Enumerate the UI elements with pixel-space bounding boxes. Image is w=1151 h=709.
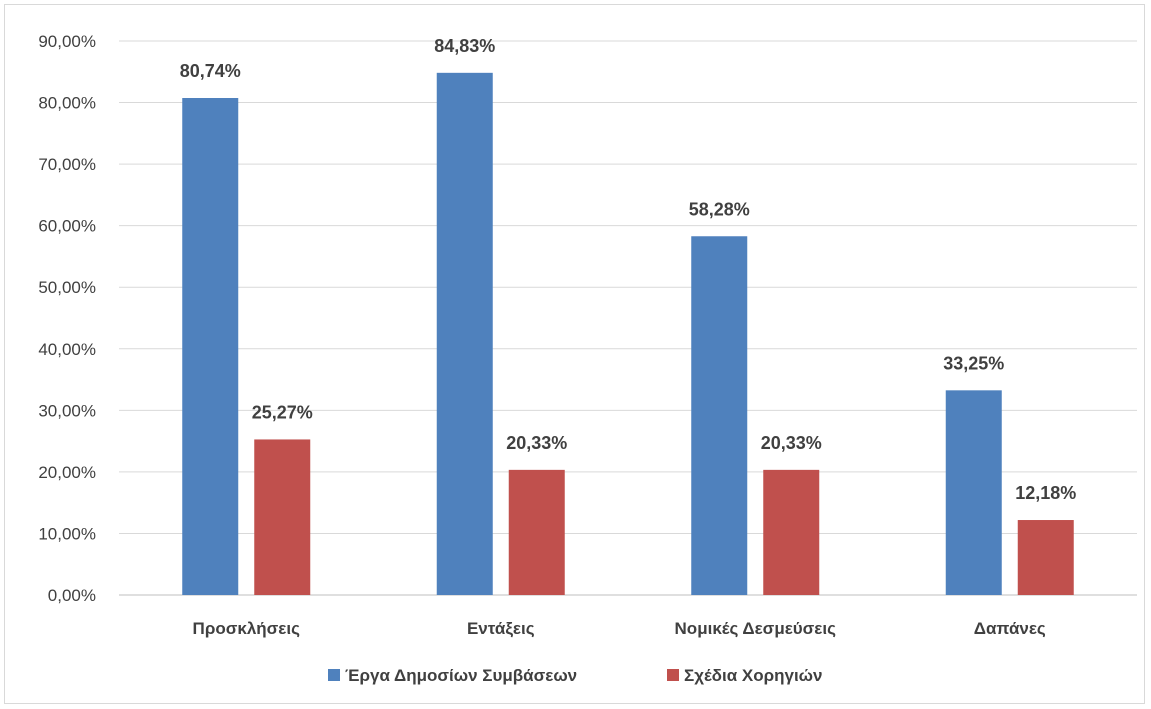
category-label: Νομικές Δεσμεύσεις	[675, 619, 837, 638]
bar	[1017, 520, 1074, 595]
y-tick-label: 60,00%	[38, 217, 96, 236]
y-tick-label: 40,00%	[38, 340, 96, 359]
bar	[254, 439, 311, 595]
data-label: 12,18%	[1015, 483, 1076, 503]
y-tick-label: 80,00%	[38, 94, 96, 113]
data-label: 20,33%	[761, 433, 822, 453]
bar	[691, 236, 748, 596]
bar	[436, 72, 493, 595]
y-tick-label: 10,00%	[38, 524, 96, 543]
category-label: Δαπάνες	[974, 619, 1046, 638]
bar	[182, 98, 239, 596]
category-label: Εντάξεις	[467, 619, 535, 638]
data-label: 25,27%	[252, 402, 313, 422]
bars	[182, 72, 1074, 596]
chart-area: 0,00% 10,00% 20,00% 30,00% 40,00% 50,00% 60,00…	[4, 4, 1145, 704]
data-label: 33,25%	[943, 353, 1004, 373]
data-label: 84,83%	[434, 36, 495, 56]
y-axis: 0,00% 10,00% 20,00% 30,00% 40,00% 50,00% 60,00…	[38, 32, 96, 605]
y-tick-label: 70,00%	[38, 155, 96, 174]
legend-swatch	[667, 669, 679, 681]
x-axis: Προσκλήσεις Εντάξεις Νομικές Δεσμεύσεις Δαπ…	[193, 619, 1046, 638]
y-tick-label: 90,00%	[38, 32, 96, 51]
legend-label: Σχέδια Χορηγιών	[684, 666, 822, 685]
bar	[508, 469, 565, 595]
bar	[945, 390, 1002, 595]
legend-label: Έργα Δημοσίων Συμβάσεων	[345, 666, 577, 685]
y-tick-label: 0,00%	[48, 586, 96, 605]
data-label: 80,74%	[180, 61, 241, 81]
bar	[763, 469, 820, 595]
y-tick-label: 20,00%	[38, 463, 96, 482]
bar-chart: 0,00% 10,00% 20,00% 30,00% 40,00% 50,00% 60,00…	[38, 32, 1137, 685]
legend: Έργα Δημοσίων Συμβάσεων Σχέδια Χορηγιών	[328, 666, 822, 685]
y-tick-label: 30,00%	[38, 401, 96, 420]
y-tick-label: 50,00%	[38, 278, 96, 297]
category-label: Προσκλήσεις	[193, 619, 301, 638]
data-label: 20,33%	[506, 433, 567, 453]
data-labels: 80,74% 25,27% 84,83% 20,33% 58,28% 20,33% 33,2…	[180, 36, 1077, 503]
data-label: 58,28%	[689, 199, 750, 219]
legend-swatch	[328, 669, 340, 681]
